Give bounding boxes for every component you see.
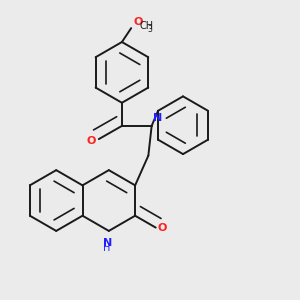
Text: O: O [133,17,142,28]
Text: O: O [87,136,96,146]
Text: H: H [103,244,111,254]
Text: O: O [158,223,167,232]
Text: N: N [153,113,162,123]
Text: 3: 3 [148,25,153,34]
Text: CH: CH [140,21,154,31]
Text: N: N [103,238,112,248]
